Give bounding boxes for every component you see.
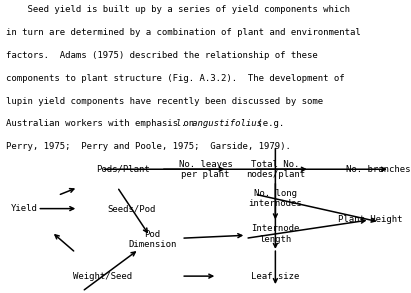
Text: (e.g.: (e.g. (252, 120, 284, 128)
Text: No. branches: No. branches (346, 165, 410, 174)
Text: l. angustifolius: l. angustifolius (176, 120, 262, 128)
Text: factors.  Adams (1975) described the relationship of these: factors. Adams (1975) described the rela… (6, 51, 318, 60)
Text: Perry, 1975;  Perry and Poole, 1975;  Garside, 1979).: Perry, 1975; Perry and Poole, 1975; Gars… (6, 142, 291, 151)
Text: in turn are determined by a combination of plant and environmental: in turn are determined by a combination … (6, 28, 361, 37)
Text: Yield: Yield (11, 204, 38, 213)
Text: Leaf size: Leaf size (251, 272, 300, 281)
Text: components to plant structure (Fig. A.3.2).  The development of: components to plant structure (Fig. A.3.… (6, 74, 345, 83)
Text: No. long
internodes: No. long internodes (249, 189, 302, 209)
Text: No. leaves
per plant: No. leaves per plant (179, 159, 232, 179)
Text: Pod
Dimension: Pod Dimension (128, 230, 176, 249)
Text: Total No.
nodes/plant: Total No. nodes/plant (246, 159, 305, 179)
Text: lupin yield components have recently been discussed by some: lupin yield components have recently bee… (6, 96, 323, 105)
Text: Seeds/Pod: Seeds/Pod (107, 204, 156, 213)
Text: Plant Height: Plant Height (338, 215, 402, 224)
Text: Internode
length: Internode length (251, 224, 300, 244)
Text: Seed yield is built up by a series of yield components which: Seed yield is built up by a series of yi… (6, 5, 350, 14)
Text: Pods/Plant: Pods/Plant (97, 165, 150, 174)
Text: Weight/Seed: Weight/Seed (73, 272, 132, 281)
Text: Australian workers with emphasis on: Australian workers with emphasis on (6, 120, 200, 128)
